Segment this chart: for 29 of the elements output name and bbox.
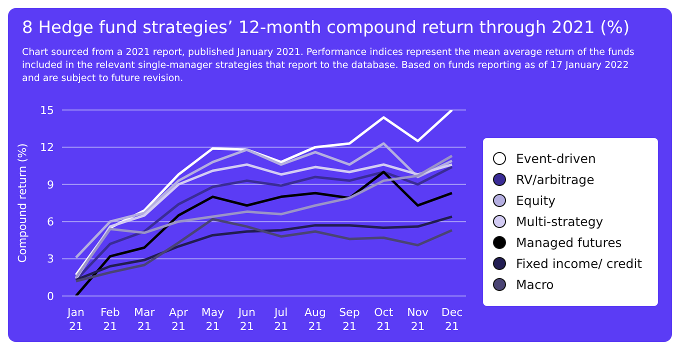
legend-label: Multi-strategy (516, 214, 604, 230)
chart-subtitle: Chart sourced from a 2021 report, published January 2021. Performance indices represent the mean average return of the funds included in the relevant single-manager strategies that report to the database. Based on funds reporting as of 17 January 2022 and are subject to future revision. (22, 46, 636, 85)
x-tick-label: Feb 21 (100, 306, 120, 333)
x-tick-label: Jul 21 (273, 306, 288, 333)
y-tick-label: 12 (40, 141, 54, 154)
x-tick-label: Apr 21 (169, 306, 189, 333)
x-tick-label: Aug 21 (304, 306, 326, 333)
legend-label: Macro (516, 277, 554, 293)
legend-label: Equity (516, 193, 556, 209)
x-tick-label: Nov 21 (407, 306, 430, 333)
y-tick-label: 3 (47, 252, 54, 266)
y-tick-label: 9 (47, 178, 54, 192)
legend-label: RV/arbitrage (516, 172, 594, 188)
chart-title: 8 Hedge fund strategies’ 12-month compound return through 2021 (%) (22, 18, 631, 38)
y-tick-label: 6 (47, 216, 54, 229)
line-series (74, 142, 454, 259)
y-tick-label: 15 (40, 104, 54, 117)
y-axis-title: Compound return (%) (16, 143, 29, 263)
x-tick-label: May 21 (201, 306, 225, 333)
legend-label: Fixed income/ credit (516, 256, 642, 272)
legend-label: Event-driven (516, 151, 596, 167)
y-tick-label: 0 (47, 290, 54, 303)
x-tick-label: Jun 21 (237, 306, 256, 333)
x-tick-label: Dec 21 (441, 306, 463, 333)
x-tick-label: Jan 21 (66, 306, 84, 333)
x-tick-label: Sep 21 (339, 306, 360, 333)
x-tick-label: Mar 21 (134, 306, 156, 333)
x-tick-label: Oct 21 (374, 306, 394, 333)
legend-label: Managed futures (516, 235, 622, 251)
